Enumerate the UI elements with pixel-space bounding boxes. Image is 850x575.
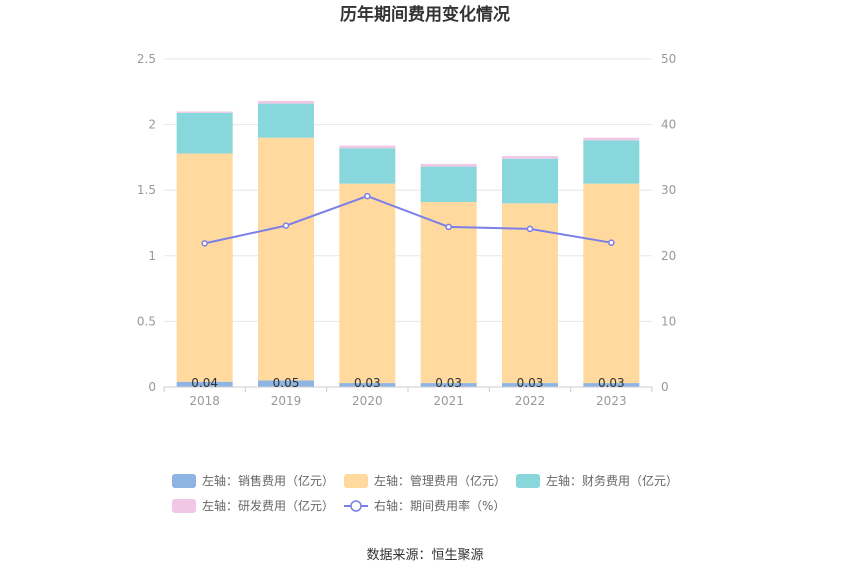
x-axis: 2018 2019 2020 2021 2022 2023 [163, 387, 653, 408]
right-tick-label: 0 [661, 380, 669, 394]
bar-series [176, 100, 640, 387]
x-tick-label: 2023 [596, 394, 627, 408]
bar-series2-2023 [583, 183, 640, 384]
legend-label: 左轴：研发费用（亿元） [202, 498, 334, 513]
legend-swatch [172, 499, 196, 513]
bar-series2-2021 [420, 202, 477, 384]
bar-series1-2018 [176, 381, 233, 387]
left-tick-label: 0.5 [137, 314, 156, 328]
bar-value-label: 0.03 [598, 376, 625, 390]
legend-swatch [172, 474, 196, 488]
left-tick-label: 1.5 [137, 183, 156, 197]
bar-series1-2023 [583, 383, 640, 387]
bar-series4-2019 [258, 100, 314, 104]
x-tick-label: 2022 [515, 394, 546, 408]
bar-series1-2019 [258, 380, 314, 387]
bar-value-label: 0.03 [517, 376, 544, 390]
legend: 左轴：销售费用（亿元） 左轴：管理费用（亿元） 左轴：财务费用（亿元） 左轴：研发费用… [172, 473, 678, 513]
bar-series4-2023 [583, 137, 640, 141]
right-tick-label: 20 [661, 249, 676, 263]
legend-label: 右轴：期间费用率（%） [374, 498, 505, 513]
rate-point-2021 [445, 223, 452, 231]
left-tick-label: 2.5 [137, 52, 156, 66]
bar-series2-2019 [258, 137, 314, 381]
bar-series3-2021 [420, 166, 477, 203]
rate-point-2020 [364, 192, 371, 200]
bar-value-label: 0.03 [354, 376, 381, 390]
right-tick-label: 40 [661, 118, 676, 132]
bar-series3-2022 [502, 158, 558, 204]
bar-series1-2022 [502, 383, 558, 387]
bar-series3-2019 [258, 103, 314, 138]
right-tick-label: 50 [661, 52, 676, 66]
right-axis: 0 10 20 30 40 50 [661, 52, 676, 394]
legend-label: 左轴：财务费用（亿元） [546, 473, 678, 488]
bar-series4-2021 [420, 163, 477, 167]
left-tick-label: 0 [148, 380, 156, 394]
x-tick-label: 2020 [352, 394, 383, 408]
bar-series2-2018 [176, 153, 233, 382]
rate-line-series [201, 192, 615, 247]
rate-point-2019 [282, 222, 290, 229]
legend-label: 左轴：销售费用（亿元） [202, 473, 334, 488]
x-tick-label: 2018 [189, 394, 220, 408]
left-tick-label: 2 [148, 118, 156, 132]
rate-point-2023 [608, 239, 615, 246]
right-tick-label: 10 [661, 314, 676, 328]
bar-value-label: 0.04 [191, 376, 218, 390]
chart-title: 历年期间费用变化情况 [340, 4, 510, 25]
bar-series3-2023 [583, 140, 640, 184]
x-tick-label: 2019 [271, 394, 302, 408]
bar-series2-2020 [339, 183, 396, 384]
value-labels: 0.04 0.05 0.03 0.03 0.03 0.03 [191, 376, 624, 390]
bar-series3-2018 [176, 112, 233, 154]
legend-swatch [516, 474, 540, 488]
rate-point-2022 [526, 225, 534, 233]
bar-series3-2020 [339, 148, 396, 184]
rate-point-2018 [201, 240, 208, 247]
bar-value-label: 0.05 [273, 376, 300, 390]
source-note: 数据来源：恒生聚源 [366, 548, 483, 563]
legend-swatch [344, 474, 368, 488]
legend-label: 左轴：管理费用（亿元） [374, 473, 506, 488]
bar-series4-2022 [502, 156, 558, 159]
grid-lines [164, 58, 652, 322]
bar-series1-2021 [420, 383, 477, 387]
left-axis: 0 0.5 1 1.5 2 2.5 [137, 52, 156, 394]
right-tick-label: 30 [661, 183, 676, 197]
bar-series4-2020 [339, 145, 396, 149]
bar-series2-2022 [502, 203, 558, 384]
x-tick-label: 2021 [433, 394, 464, 408]
rate-line [204, 195, 612, 245]
legend-marker [350, 500, 362, 512]
bar-value-label: 0.03 [435, 376, 462, 390]
bar-series1-2020 [339, 383, 396, 387]
left-tick-label: 1 [148, 249, 156, 263]
bar-series4-2018 [176, 111, 233, 113]
